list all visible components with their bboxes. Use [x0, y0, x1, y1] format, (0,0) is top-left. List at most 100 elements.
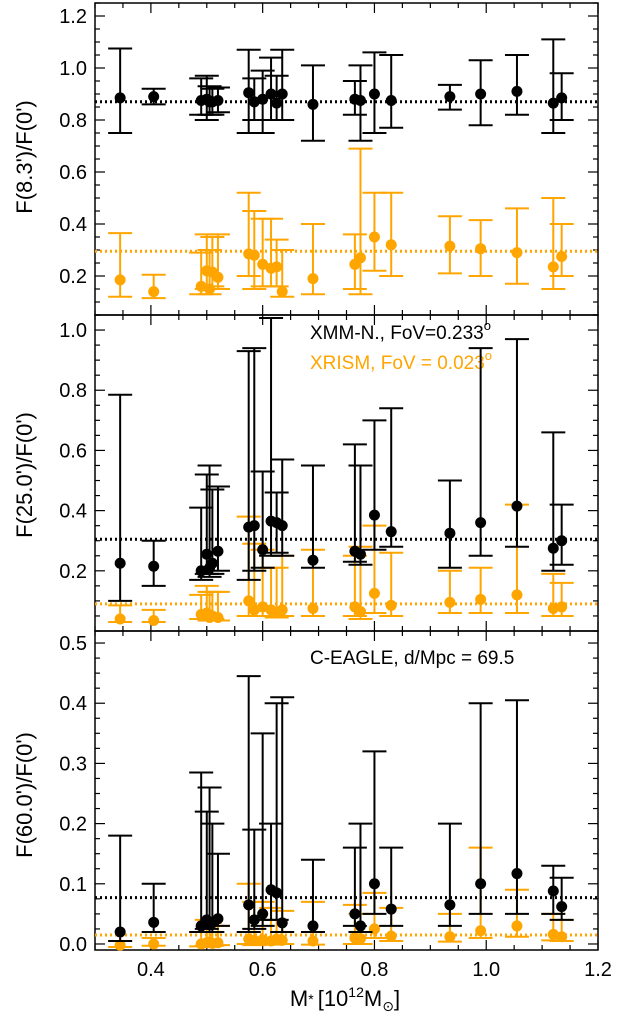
- y-tick-label: 0.8: [59, 380, 87, 402]
- data-point: [385, 239, 397, 251]
- y-tick-label: 0.3: [59, 753, 87, 775]
- data-point: [212, 271, 224, 283]
- data-point: [248, 520, 260, 532]
- data-point: [148, 916, 160, 928]
- data-point: [114, 613, 126, 625]
- data-point: [354, 95, 366, 106]
- data-point: [114, 926, 126, 938]
- data-point: [354, 920, 366, 932]
- data-point: [257, 934, 269, 946]
- data-point: [547, 885, 559, 897]
- data-point: [354, 548, 366, 560]
- data-point: [385, 526, 397, 538]
- data-point: [212, 937, 224, 949]
- data-point: [547, 261, 559, 273]
- data-point: [511, 868, 523, 880]
- data-point: [385, 903, 397, 915]
- data-point: [257, 601, 269, 613]
- data-point: [276, 604, 288, 616]
- data-point: [511, 85, 523, 97]
- data-point: [206, 557, 218, 569]
- data-point: [114, 557, 126, 569]
- data-point: [212, 611, 224, 623]
- data-point: [475, 925, 487, 937]
- data-point: [444, 931, 456, 943]
- data-point: [385, 599, 397, 611]
- data-point: [257, 93, 269, 105]
- data-point: [271, 887, 283, 899]
- panel-middle: F(25.0')/F(0') XMM-N., FoV=0.233o XRISM,…: [12, 314, 599, 632]
- data-point: [475, 517, 487, 529]
- data-point: [243, 899, 255, 911]
- x-axis-label: M* [1012M⊙]: [290, 984, 400, 1014]
- data-point: [248, 249, 260, 261]
- series: [108, 38, 574, 142]
- data-point: [444, 240, 456, 252]
- data-point: [547, 97, 559, 109]
- data-point: [212, 95, 224, 106]
- data-point: [444, 91, 456, 103]
- data-point: [385, 95, 397, 106]
- panel-frame: [94, 630, 599, 951]
- y-tick-label: 0.2: [59, 561, 87, 583]
- x-tick-label: 0.6: [249, 959, 277, 981]
- y-tick-label: 0.4: [59, 693, 87, 715]
- data-point: [547, 542, 559, 554]
- data-point: [444, 527, 456, 539]
- data-point: [444, 899, 456, 911]
- x-tick-label: 0.8: [361, 959, 389, 981]
- data-point: [475, 243, 487, 255]
- data-point: [556, 251, 568, 262]
- y-tick-label: 0.2: [59, 266, 87, 288]
- data-point: [276, 934, 288, 946]
- y-tick-label: 1.0: [59, 58, 87, 80]
- data-point: [368, 231, 380, 243]
- data-point: [444, 596, 456, 608]
- panel-bottom-ylabel: F(60.0')/F(0'): [12, 732, 37, 858]
- data-point: [556, 92, 568, 104]
- data-point: [248, 96, 260, 108]
- data-point: [248, 914, 260, 926]
- data-point: [556, 901, 568, 913]
- data-point: [368, 509, 380, 521]
- panel-top: F(8.3')/F(0') 0.2 0.4 0.6 0.8 1.0 1.2: [12, 2, 599, 316]
- panel-frame: [94, 2, 599, 316]
- data-point: [248, 604, 260, 616]
- data-point: [511, 247, 523, 259]
- series: [108, 317, 574, 602]
- data-point: [257, 908, 269, 920]
- data-point: [114, 274, 126, 286]
- y-tick-label: 0.6: [59, 162, 87, 184]
- y-tick-label: 0.6: [59, 440, 87, 462]
- data-point: [243, 87, 255, 99]
- panel-middle-annotation-xmm: XMM-N., FoV=0.233o: [310, 318, 491, 344]
- panel-middle-annotation-xrism: XRISM, FoV = 0.023o: [310, 348, 492, 374]
- y-tick-label: 1.2: [59, 6, 87, 28]
- x-tick-label: 1.0: [472, 959, 500, 981]
- data-point: [547, 602, 559, 614]
- y-tick-label: 0.2: [59, 814, 87, 836]
- y-tick-label: 0.8: [59, 110, 87, 132]
- data-point: [271, 261, 283, 273]
- data-point: [475, 878, 487, 890]
- y-tick-label: 1.0: [59, 320, 87, 342]
- data-point: [475, 593, 487, 605]
- data-point: [349, 908, 361, 920]
- panel-top-ylabel: F(8.3')/F(0'): [12, 100, 37, 214]
- panel-middle-ylabel: F(25.0')/F(0'): [12, 412, 37, 538]
- x-tick-label: 0.4: [137, 959, 165, 981]
- y-tick-label: 0.0: [59, 934, 87, 956]
- data-point: [276, 917, 288, 929]
- series: [108, 147, 574, 300]
- y-tick-label: 0.1: [59, 874, 87, 896]
- data-point: [307, 920, 319, 932]
- data-point: [307, 602, 319, 614]
- data-point: [265, 88, 277, 100]
- series: [108, 503, 574, 626]
- data-point: [276, 520, 288, 532]
- data-point: [271, 97, 283, 109]
- y-tick-label: 0.4: [59, 501, 87, 523]
- data-point: [257, 258, 269, 270]
- series: [108, 675, 574, 942]
